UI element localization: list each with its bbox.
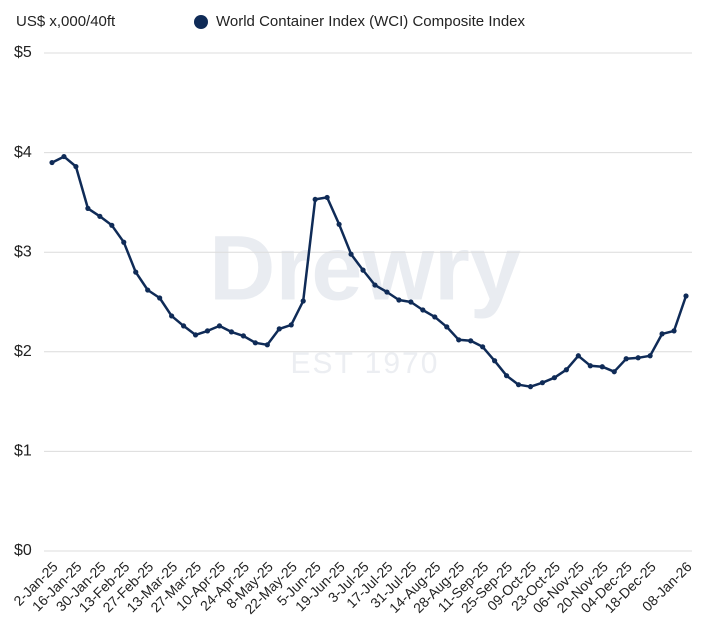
data-point [599, 364, 605, 370]
data-point [324, 194, 330, 201]
data-point [408, 299, 414, 305]
data-point [551, 375, 558, 381]
data-point [145, 287, 151, 293]
legend-marker [194, 15, 208, 29]
data-point [456, 337, 462, 343]
data-point [683, 293, 689, 299]
data-point [133, 269, 139, 275]
data-point [468, 338, 474, 344]
data-point [432, 314, 438, 320]
data-point [73, 163, 79, 170]
data-point [252, 340, 258, 346]
data-point [240, 333, 246, 339]
data-point [109, 222, 115, 228]
data-point [348, 251, 354, 257]
data-point [659, 331, 665, 337]
data-point [396, 297, 402, 303]
data-point [372, 282, 378, 288]
data-point [635, 355, 641, 361]
data-point [336, 221, 342, 227]
data-point [49, 159, 55, 166]
watermark-sub: EST 1970 [291, 347, 440, 380]
data-point [169, 313, 175, 319]
data-point [312, 196, 318, 203]
data-point [192, 332, 199, 338]
data-point [503, 373, 510, 379]
y-tick-label: $4 [14, 144, 32, 161]
data-point [623, 356, 629, 362]
y-tick-label: $5 [14, 44, 32, 61]
data-point [85, 205, 91, 211]
data-point [157, 295, 163, 301]
data-point [384, 289, 390, 295]
y-tick-label: $3 [14, 243, 32, 260]
y-axis-label: US$ x,000/40ft [16, 13, 116, 30]
data-point [575, 353, 581, 359]
data-point [180, 323, 187, 329]
y-tick-label: $2 [14, 343, 32, 360]
data-point [527, 384, 534, 390]
data-point [61, 153, 67, 160]
data-point [300, 298, 306, 304]
data-point [204, 328, 211, 334]
data-point [539, 380, 546, 386]
data-point [360, 267, 366, 273]
y-tick-label: $0 [14, 542, 32, 559]
data-point [264, 342, 270, 348]
data-point [228, 329, 235, 335]
data-point [492, 358, 498, 364]
data-point [97, 213, 103, 219]
data-point [587, 363, 593, 369]
data-point [420, 307, 426, 313]
data-point [276, 326, 282, 332]
data-point [288, 322, 294, 328]
watermark: Drewry [209, 217, 521, 319]
data-point [611, 369, 617, 375]
data-point [121, 239, 127, 245]
data-point [216, 323, 223, 329]
y-tick-label: $1 [14, 443, 32, 460]
data-point [563, 367, 569, 373]
data-point [444, 324, 450, 330]
data-point [515, 382, 522, 388]
data-point [671, 328, 677, 334]
data-point [647, 353, 653, 359]
legend-label: World Container Index (WCI) Composite In… [216, 13, 526, 30]
data-point [480, 344, 486, 350]
